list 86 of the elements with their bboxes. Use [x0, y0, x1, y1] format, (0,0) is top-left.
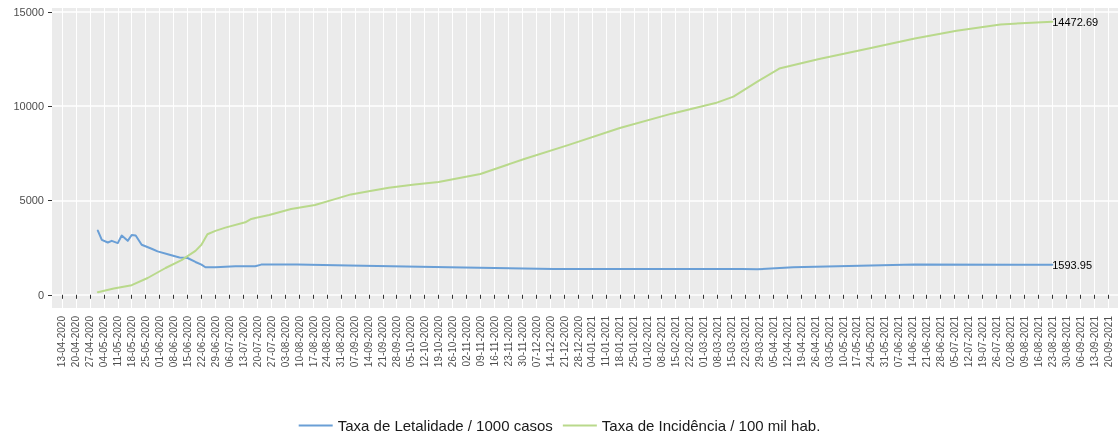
x-tick-label: 09-11-2020 — [474, 315, 486, 367]
x-tick-label: 30-11-2020 — [516, 315, 528, 367]
x-tick-label: 21-12-2020 — [558, 315, 570, 368]
x-tick-label: 13-09-2021 — [1088, 315, 1100, 368]
x-tick-label: 09-08-2021 — [1018, 315, 1030, 368]
x-tick-label: 02-11-2020 — [460, 315, 472, 367]
x-tick-label: 14-09-2020 — [363, 315, 375, 368]
x-tick-label: 12-07-2021 — [963, 315, 975, 368]
x-tick-label: 23-11-2020 — [502, 315, 514, 367]
x-tick-label: 20-04-2020 — [70, 315, 82, 368]
x-tick-label: 28-06-2021 — [935, 315, 947, 368]
x-tick-label: 07-06-2021 — [893, 315, 905, 368]
x-tick-label: 24-05-2021 — [865, 315, 877, 368]
y-tick-label: 0 — [37, 288, 44, 301]
x-tick-label: 10-05-2021 — [837, 315, 849, 368]
x-tick-label: 22-03-2021 — [739, 315, 751, 368]
x-tick-label: 29-03-2021 — [753, 315, 765, 368]
x-tick-label: 20-09-2021 — [1102, 315, 1114, 368]
x-tick-label: 07-12-2020 — [530, 315, 542, 368]
x-tick-label: 01-06-2020 — [154, 315, 166, 368]
x-tick-label: 06-09-2021 — [1074, 315, 1086, 368]
x-tick-label: 03-05-2021 — [823, 315, 835, 368]
x-tick-label: 22-06-2020 — [195, 315, 207, 368]
x-tick-label: 19-07-2021 — [977, 315, 989, 368]
x-tick-label: 20-07-2020 — [251, 315, 263, 368]
data-label: 1593.95 — [1052, 258, 1093, 271]
x-tick-label: 28-09-2020 — [391, 315, 403, 368]
x-tick-label: 06-07-2020 — [223, 315, 235, 368]
y-tick-label: 10000 — [13, 100, 44, 113]
data-label: 14472.69 — [1052, 15, 1099, 28]
x-tick-label: 12-04-2021 — [781, 315, 793, 368]
x-tick-label: 17-08-2020 — [307, 315, 319, 368]
line-series — [96, 229, 1054, 271]
x-tick-label: 14-12-2020 — [544, 315, 556, 368]
y-tick-label: 15000 — [13, 5, 44, 18]
x-tick-label: 23-08-2021 — [1046, 315, 1058, 368]
x-tick-label: 11-05-2020 — [112, 315, 124, 367]
x-tick-label: 15-02-2021 — [670, 315, 682, 368]
legend-label: Taxa de Letalidade / 1000 casos — [337, 417, 553, 434]
x-tick-label: 07-09-2020 — [349, 315, 361, 368]
x-tick-label: 14-06-2021 — [907, 315, 919, 368]
x-tick-label: 08-06-2020 — [168, 315, 180, 368]
x-tick-label: 15-03-2021 — [725, 315, 737, 368]
x-tick-label: 21-06-2021 — [921, 315, 933, 368]
x-tick-label: 26-07-2021 — [990, 315, 1002, 368]
x-tick-label: 16-08-2021 — [1032, 315, 1044, 368]
x-tick-label: 18-01-2021 — [614, 315, 626, 368]
x-tick-label: 25-01-2021 — [628, 315, 640, 368]
x-tick-label: 08-02-2021 — [656, 315, 668, 368]
x-tick-label: 18-05-2020 — [126, 315, 138, 368]
x-tick-label: 22-02-2021 — [684, 315, 696, 368]
x-tick-label: 24-08-2020 — [321, 315, 333, 368]
x-tick-label: 17-05-2021 — [851, 315, 863, 368]
x-tick-label: 19-10-2020 — [433, 315, 445, 368]
x-tick-label: 11-01-2021 — [600, 315, 612, 367]
x-tick-label: 26-10-2020 — [447, 315, 458, 368]
x-tick-label: 25-05-2020 — [140, 315, 152, 368]
x-tick-label: 12-10-2020 — [419, 315, 431, 368]
y-tick-label: 5000 — [19, 194, 44, 207]
x-tick-label: 19-04-2021 — [795, 315, 807, 368]
line-series — [96, 20, 1054, 294]
x-tick-label: 05-04-2021 — [767, 315, 779, 368]
x-tick-label: 26-04-2021 — [809, 315, 821, 368]
x-tick-label: 04-01-2021 — [586, 315, 598, 368]
x-tick-label: 28-12-2020 — [572, 315, 584, 368]
x-tick-label: 08-03-2021 — [712, 315, 723, 368]
legend-label: Taxa de Incidência / 100 mil hab. — [601, 417, 821, 434]
x-tick-label: 27-04-2020 — [84, 315, 96, 368]
x-tick-label: 03-08-2020 — [279, 315, 291, 368]
x-tick-label: 15-06-2020 — [181, 315, 193, 368]
x-tick-label: 29-06-2020 — [209, 315, 221, 368]
x-tick-label: 16-11-2020 — [488, 315, 500, 367]
x-tick-label: 31-05-2021 — [879, 315, 891, 368]
x-tick-label: 04-05-2020 — [98, 315, 110, 368]
x-tick-label: 27-07-2020 — [265, 315, 277, 368]
x-tick-label: 01-03-2021 — [698, 315, 710, 368]
x-tick-label: 05-07-2021 — [949, 315, 961, 368]
x-tick-label: 10-08-2020 — [293, 315, 305, 368]
x-tick-label: 31-08-2020 — [335, 315, 347, 368]
x-tick-label: 21-09-2020 — [377, 315, 389, 368]
x-tick-label: 30-08-2021 — [1060, 315, 1072, 368]
x-tick-label: 05-10-2020 — [405, 315, 417, 368]
x-tick-label: 13-04-2020 — [56, 315, 68, 368]
x-tick-label: 02-08-2021 — [1004, 315, 1016, 368]
x-tick-label: 01-02-2021 — [642, 315, 654, 368]
x-tick-label: 13-07-2020 — [237, 315, 249, 368]
